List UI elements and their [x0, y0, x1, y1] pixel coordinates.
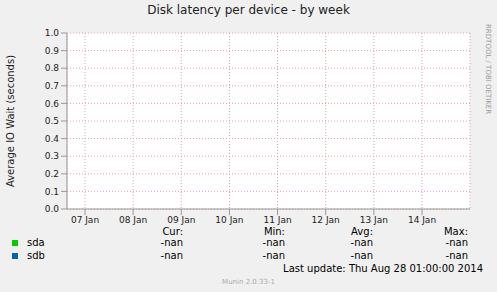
html-text:Min:: Min:: [263, 226, 285, 237]
html-text:-nan: -nan: [445, 250, 468, 261]
html-text:Avg:: Avg:: [351, 226, 373, 237]
svg-text:08 Jan: 08 Jan: [119, 215, 147, 225]
svg-text:0.0: 0.0: [45, 204, 60, 214]
html-text:-nan: -nan: [262, 250, 285, 261]
html-text:-nan: -nan: [350, 250, 373, 261]
html-text:Munin 2.0.33-1: Munin 2.0.33-1: [222, 278, 275, 286]
svg-text:13 Jan: 13 Jan: [360, 215, 388, 225]
svg-text:09 Jan: 09 Jan: [167, 215, 195, 225]
svg-text:0.9: 0.9: [45, 46, 60, 56]
svg-text:11 Jan: 11 Jan: [263, 215, 291, 225]
html-text:Average IO Wait (seconds): Average IO Wait (seconds): [5, 54, 16, 188]
svg-text:1.0: 1.0: [45, 28, 60, 38]
html-text:-nan: -nan: [350, 237, 373, 248]
svg-text:0.7: 0.7: [45, 81, 59, 91]
html-text:-nan: -nan: [262, 237, 285, 248]
html-text:-nan: -nan: [160, 250, 183, 261]
html-text:sdb: sdb: [27, 250, 45, 261]
svg-text:12 Jan: 12 Jan: [312, 215, 340, 225]
svg-text:0.4: 0.4: [45, 134, 60, 144]
html-text:-nan: -nan: [160, 237, 183, 248]
html-text:Disk latency per device - by w: Disk latency per device - by week: [147, 3, 350, 17]
html-text:Cur:: Cur:: [162, 226, 183, 237]
svg-text:0.6: 0.6: [45, 99, 60, 109]
html-text:RRDTOOL / TOBI OETIKER: RRDTOOL / TOBI OETIKER: [484, 24, 492, 115]
svg-text:0.3: 0.3: [45, 151, 59, 161]
svg-text:0.2: 0.2: [45, 169, 59, 179]
svg-text:0.5: 0.5: [45, 116, 59, 126]
svg-text:14 Jan: 14 Jan: [408, 215, 436, 225]
html-text:-nan: -nan: [445, 237, 468, 248]
svg-text:07 Jan: 07 Jan: [71, 215, 99, 225]
svg-text:0.1: 0.1: [45, 187, 59, 197]
html-text:sda: sda: [27, 237, 45, 248]
html-text:Max:: Max:: [444, 226, 468, 237]
svg-text:0.8: 0.8: [45, 63, 60, 73]
svg-text:10 Jan: 10 Jan: [215, 215, 243, 225]
html-text:Last update: Thu Aug 28 01:00:: Last update: Thu Aug 28 01:00:00 2014: [283, 263, 483, 274]
